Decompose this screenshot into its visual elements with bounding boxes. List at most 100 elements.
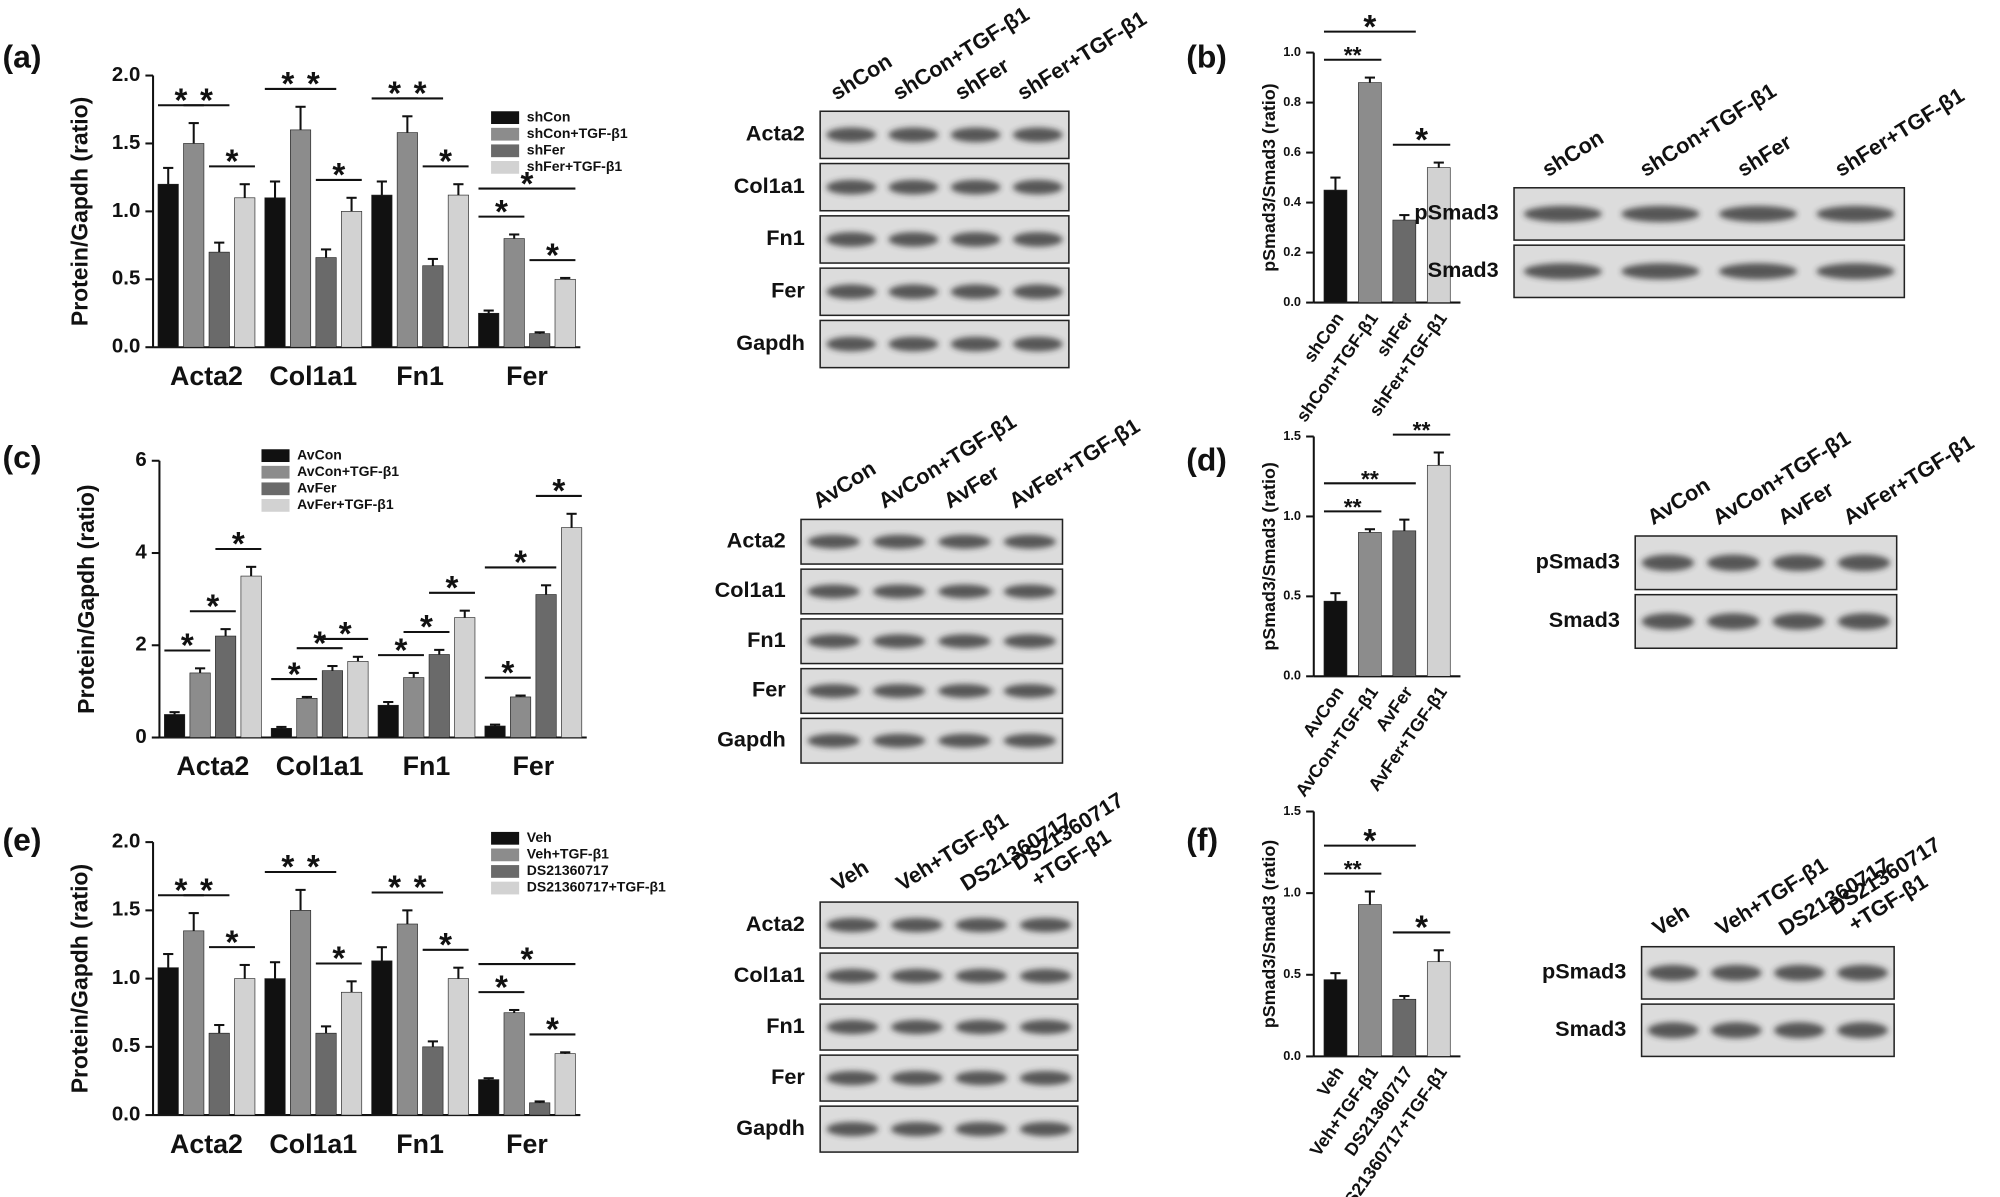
legend-label: Veh xyxy=(527,829,552,845)
blot-band xyxy=(1523,205,1602,222)
significance-label: * xyxy=(439,927,452,964)
blot-band xyxy=(872,634,926,649)
y-tick-label: 0.0 xyxy=(1283,294,1301,309)
blot-band xyxy=(807,733,860,748)
error-bar xyxy=(534,1100,545,1103)
y-tick-label: 0.0 xyxy=(1283,668,1301,683)
error-bar xyxy=(1364,890,1375,905)
bar xyxy=(315,257,337,348)
blot-column-label: shFer+TGF-β1 xyxy=(1012,6,1150,105)
x-tick-label: Col1a1 xyxy=(276,751,364,781)
error-bar xyxy=(459,609,470,618)
blot-band xyxy=(1837,554,1891,571)
blot-band xyxy=(955,1070,1007,1086)
bar xyxy=(1426,167,1451,303)
bar xyxy=(315,1032,337,1116)
blot-column-text: Veh xyxy=(827,854,873,896)
error-bar xyxy=(376,946,387,961)
bar xyxy=(503,1012,525,1116)
y-tick-label: 0.5 xyxy=(1283,588,1301,603)
y-tick-label: 0.5 xyxy=(1283,966,1301,981)
significance-label: * xyxy=(501,655,514,692)
significance-label: * xyxy=(226,924,239,961)
significance-label: * xyxy=(520,166,533,203)
blot-column-text: AvFer+TGF-β1 xyxy=(1004,413,1144,513)
blot-band xyxy=(1019,1070,1072,1086)
bar xyxy=(503,238,525,348)
y-tick-label: 1.5 xyxy=(1283,428,1301,443)
bar xyxy=(447,194,469,348)
error-bar xyxy=(483,1077,494,1080)
error-bar xyxy=(566,512,577,528)
bar xyxy=(454,617,476,738)
error-bar xyxy=(402,115,413,133)
blot-row-label: Fer xyxy=(752,677,786,702)
blot-column-text: shFer xyxy=(1733,129,1797,182)
significance-label: * xyxy=(414,870,427,907)
significance-label: * xyxy=(339,616,352,653)
blot-row-label: Fer xyxy=(771,1064,805,1089)
blot-band xyxy=(1012,336,1063,352)
blot-band xyxy=(891,1019,943,1035)
significance-label: * xyxy=(1363,823,1376,860)
bar xyxy=(554,1053,576,1116)
bar xyxy=(341,991,363,1116)
blot-band xyxy=(1707,554,1760,571)
x-tick-label: Fn1 xyxy=(396,361,444,391)
blot-band xyxy=(1003,534,1056,549)
error-bar xyxy=(560,1051,571,1054)
legend-swatch xyxy=(491,848,520,862)
y-tick-label: 0.0 xyxy=(112,336,140,358)
y-axis-label: Protein/Gapdh (ratio) xyxy=(67,864,93,1093)
blot-band xyxy=(888,284,939,300)
significance-label: * xyxy=(181,628,194,665)
error-bar xyxy=(276,725,287,729)
error-bar xyxy=(214,1023,225,1034)
significance-label: * xyxy=(332,941,345,978)
blot-row-label: Gapdh xyxy=(717,726,786,751)
bar xyxy=(1392,219,1417,303)
significance-label: * xyxy=(226,144,239,181)
blot-band xyxy=(891,1070,943,1086)
x-tick-label: Fn1 xyxy=(396,1129,444,1159)
blot-row-label: Col1a1 xyxy=(734,962,805,987)
significance-label: ** xyxy=(1361,466,1379,492)
error-bar xyxy=(1399,994,1410,1000)
panel-label: (c) xyxy=(3,439,42,475)
legend-swatch xyxy=(491,127,520,141)
bar xyxy=(164,714,186,738)
significance-label: ** xyxy=(1413,417,1431,443)
legend-label: shCon+TGF-β1 xyxy=(527,125,628,141)
blot-band xyxy=(1641,613,1695,630)
blot-column-label: shCon xyxy=(1537,125,1607,182)
bar xyxy=(290,910,312,1116)
blot-band xyxy=(950,127,1001,143)
blot-band xyxy=(1621,205,1700,222)
error-bar xyxy=(327,665,338,671)
y-tick-label: 1.5 xyxy=(112,899,140,921)
blot-band xyxy=(891,968,943,984)
y-tick-label: 1.0 xyxy=(1283,508,1301,523)
y-axis-label: pSmad3/Smad3 (ratio) xyxy=(1259,462,1279,650)
blot-band xyxy=(826,917,879,933)
y-tick-label: 1.0 xyxy=(1283,885,1301,900)
blot-band xyxy=(1647,964,1699,981)
legend-swatch xyxy=(261,449,290,463)
significance-label: * xyxy=(546,1012,559,1049)
significance-label: * xyxy=(388,870,401,907)
y-tick-label: 0.2 xyxy=(1283,244,1301,259)
significance-label: * xyxy=(495,969,508,1006)
y-tick-label: 0.4 xyxy=(1283,194,1302,209)
blot-band xyxy=(1772,554,1825,571)
error-bar xyxy=(220,628,231,637)
blot-band xyxy=(1003,634,1056,649)
x-tick-label: Fn1 xyxy=(403,751,451,781)
blot-band xyxy=(807,584,860,599)
error-bar xyxy=(453,183,464,196)
blot-row-label: Fn1 xyxy=(747,627,786,652)
error-bar xyxy=(509,233,520,239)
blot-band xyxy=(826,336,877,352)
legend-swatch xyxy=(261,499,290,512)
y-tick-label: 1.0 xyxy=(112,967,140,989)
error-bar xyxy=(1330,176,1341,191)
